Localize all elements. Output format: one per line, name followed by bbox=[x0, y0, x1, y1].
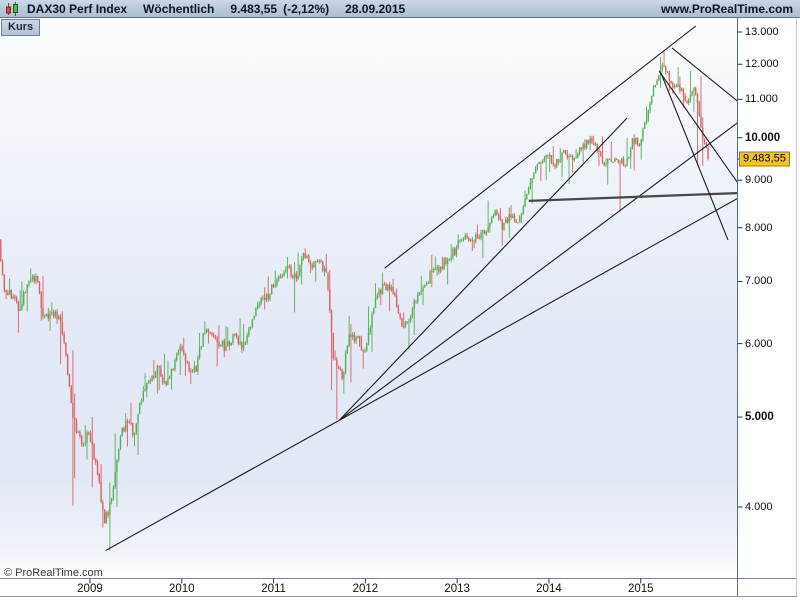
x-axis-label: 2009 bbox=[77, 583, 103, 595]
y-axis-label: 5.000 bbox=[745, 411, 774, 424]
candles-layer bbox=[0, 51, 709, 551]
x-axis-label: 2010 bbox=[168, 583, 195, 595]
y-axis-label: 13.000 bbox=[745, 26, 779, 38]
last-price-label: 9.483,55 bbox=[739, 151, 790, 167]
y-axis-label: 8.000 bbox=[745, 221, 773, 234]
chart-date: 28.09.2015 bbox=[345, 1, 406, 16]
trendline-resistance-2012-2015[interactable] bbox=[384, 25, 697, 269]
y-axis-label: 12.000 bbox=[745, 58, 779, 71]
trendline-fan-2011-to-edge[interactable] bbox=[339, 121, 740, 421]
x-axis-label: 2012 bbox=[352, 583, 379, 595]
x-axis-label: 2014 bbox=[536, 583, 562, 595]
trendline-fan-2011-steep[interactable] bbox=[339, 117, 628, 421]
plot-background bbox=[0, 18, 737, 578]
y-axis-label: 7.000 bbox=[745, 275, 773, 288]
chart-timeframe: Wöchentlich bbox=[143, 1, 215, 16]
trendline-crash-line-2[interactable] bbox=[660, 72, 729, 241]
x-axis-label: 2015 bbox=[627, 583, 654, 595]
candlestick-icon bbox=[6, 1, 18, 16]
trendline-support-2009-lows[interactable] bbox=[105, 197, 740, 552]
trendlines-layer bbox=[105, 25, 742, 552]
y-axis-label: 10.000 bbox=[745, 131, 781, 144]
y-axis-label: 11.000 bbox=[745, 93, 778, 106]
y-axis-label: 4.000 bbox=[745, 500, 773, 513]
copyright-watermark: © ProRealTime.com bbox=[4, 567, 103, 579]
proreal-brand-text: www.ProRealTime.com bbox=[660, 1, 793, 16]
chart-price: 9.483,55 bbox=[230, 1, 278, 16]
trendline-downtrend-from-peak[interactable] bbox=[671, 47, 740, 103]
x-axis-label: 2013 bbox=[444, 583, 470, 595]
y-axis-label: 9.000 bbox=[745, 174, 773, 187]
chart-change: (-2,12%) bbox=[283, 1, 330, 16]
trendline-horizontal-support-8600[interactable] bbox=[528, 192, 742, 202]
title-bar: DAX30 Perf Index Wöchentlich 9.483,55 (-… bbox=[0, 0, 800, 18]
x-axis-label: 2011 bbox=[261, 583, 286, 595]
trendline-crash-line-1[interactable] bbox=[658, 70, 737, 183]
tab-kurs[interactable]: Kurs bbox=[1, 19, 41, 36]
chart-title: DAX30 Perf Index bbox=[27, 1, 128, 16]
y-axis-label: 6.000 bbox=[745, 337, 773, 350]
